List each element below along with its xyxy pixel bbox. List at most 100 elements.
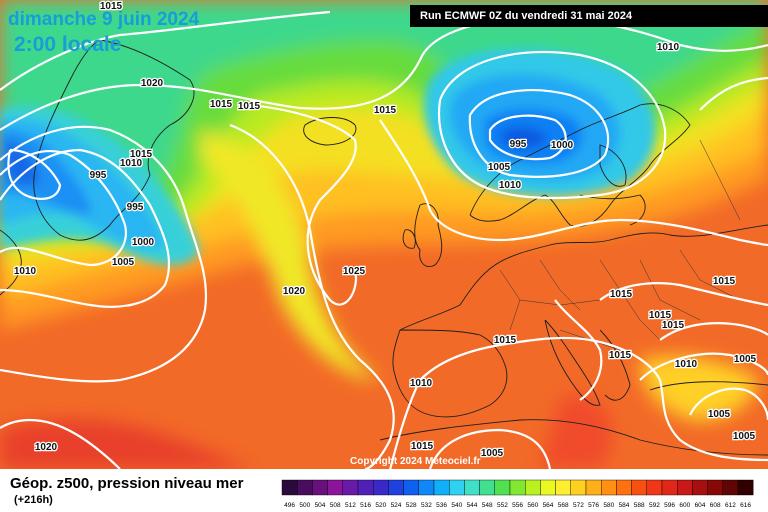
- scale-tick-label: 600: [679, 502, 690, 509]
- scale-swatch: [342, 479, 359, 496]
- scale-swatch: [677, 479, 693, 496]
- isobar-contours: [0, 10, 768, 469]
- scale-swatch: [357, 479, 374, 496]
- scale-swatch: [479, 479, 496, 496]
- scale-swatch: [448, 479, 465, 496]
- isobar-label: 1010: [657, 42, 680, 53]
- scale-tick-label: 568: [558, 502, 569, 509]
- isobar-label: 1010: [120, 158, 143, 169]
- isobar-label: 1025: [343, 266, 366, 277]
- scale-tick-label: 508: [330, 502, 341, 509]
- field-label: Géop. z500, pression niveau mer: [10, 475, 244, 492]
- scale-tick-label: 520: [375, 502, 386, 509]
- scale-swatch: [327, 479, 343, 496]
- scale-swatch: [433, 479, 450, 496]
- scale-tick-label: 584: [619, 502, 630, 509]
- isobar-label: 1015: [494, 335, 517, 346]
- scale-tick-label: 608: [710, 502, 721, 509]
- isobar-label: 1015: [649, 310, 672, 321]
- scale-tick-label: 576: [588, 502, 599, 509]
- scale-swatch: [585, 479, 602, 496]
- scale-tick-label: 616: [740, 502, 751, 509]
- scale-tick-label: 504: [315, 502, 326, 509]
- scale-tick-label: 528: [406, 502, 417, 509]
- scale-swatch: [388, 479, 404, 496]
- scale-swatch: [418, 479, 435, 496]
- isobar-label: 995: [90, 170, 107, 181]
- scale-swatch: [722, 479, 739, 496]
- scale-tick-label: 564: [543, 502, 554, 509]
- isobar-label: 1015: [609, 350, 632, 361]
- scale-tick-label: 556: [512, 502, 523, 509]
- scale-swatch: [494, 479, 511, 496]
- scale-tick-label: 612: [725, 502, 736, 509]
- scale-tick-label: 552: [497, 502, 508, 509]
- isobar-label: 1005: [112, 257, 135, 268]
- isobar-label: 1015: [713, 276, 736, 287]
- scale-swatch: [312, 479, 328, 496]
- isobar-label: 1005: [708, 409, 731, 420]
- isobar-label: 1020: [35, 442, 58, 453]
- scale-tick-label: 588: [634, 502, 645, 509]
- isobar-label: 1015: [238, 101, 261, 112]
- scale-swatch: [555, 479, 572, 496]
- isobar-label: 1010: [675, 359, 698, 370]
- forecast-time: 2:00 locale: [14, 33, 122, 56]
- isobar-label: 1020: [283, 286, 306, 297]
- isobar-label: 1005: [481, 448, 504, 459]
- isobar-label: 1015: [662, 320, 685, 331]
- geopotential-field: [0, 0, 768, 469]
- scale-tick-label: 560: [527, 502, 538, 509]
- scale-swatch: [464, 479, 480, 496]
- scale-swatch: [707, 479, 724, 496]
- scale-swatch: [646, 479, 663, 496]
- scale-swatch: [372, 479, 389, 496]
- scale-tick-label: 536: [436, 502, 447, 509]
- color-scale: 496 500 504 508 512 516 520 524 528 532 536 540 544 5…: [281, 479, 754, 509]
- isobar-label: 1015: [610, 289, 633, 300]
- scale-tick-label: 544: [467, 502, 478, 509]
- scale-swatch: [661, 479, 678, 496]
- scale-swatch: [570, 479, 587, 496]
- isobar-label: 1015: [100, 1, 123, 12]
- isobar-label: 1020: [141, 78, 164, 89]
- scale-tick-label: 532: [421, 502, 432, 509]
- run-label: Run ECMWF 0Z du vendredi 31 mai 2024: [410, 5, 768, 27]
- isobar-label: 1010: [410, 378, 433, 389]
- isobar-label: 995: [127, 202, 144, 213]
- copyright: Copyright 2024 Meteociel.fr: [350, 456, 481, 467]
- scale-tick-label: 548: [482, 502, 493, 509]
- isobar-label: 1005: [488, 162, 511, 173]
- forecast-date: dimanche 9 juin 2024: [8, 9, 200, 30]
- isobar-label: 1010: [499, 180, 522, 191]
- scale-tick-label: 540: [451, 502, 462, 509]
- scale-tick-label: 580: [603, 502, 614, 509]
- scale-swatch: [524, 479, 541, 496]
- scale-swatch: [540, 479, 556, 496]
- scale-tick-label: 604: [695, 502, 706, 509]
- isobar-label: 1015: [374, 105, 397, 116]
- scale-swatch: [616, 479, 632, 496]
- scale-tick-label: 592: [649, 502, 660, 509]
- scale-tick-label: 516: [360, 502, 371, 509]
- isobar-label: 1005: [733, 431, 756, 442]
- isobar-label: 1000: [132, 237, 155, 248]
- scale-tick-label: 572: [573, 502, 584, 509]
- isobar-label: 1010: [14, 266, 37, 277]
- scale-tick-label: 512: [345, 502, 356, 509]
- scale-tick-label: 524: [391, 502, 402, 509]
- scale-swatch: [631, 479, 648, 496]
- scale-swatch: [737, 479, 754, 496]
- isobar-label: 1015: [210, 99, 233, 110]
- isobar-label: 1000: [551, 140, 574, 151]
- scale-swatch: [297, 479, 313, 496]
- scale-tick-label: 496: [284, 502, 295, 509]
- scale-swatch: [281, 479, 298, 496]
- forecast-horizon: (+216h): [14, 494, 53, 506]
- isobar-label: 1015: [411, 441, 434, 452]
- isobar-label: 1015: [130, 149, 153, 160]
- scale-swatch: [403, 479, 419, 496]
- scale-swatch: [601, 479, 617, 496]
